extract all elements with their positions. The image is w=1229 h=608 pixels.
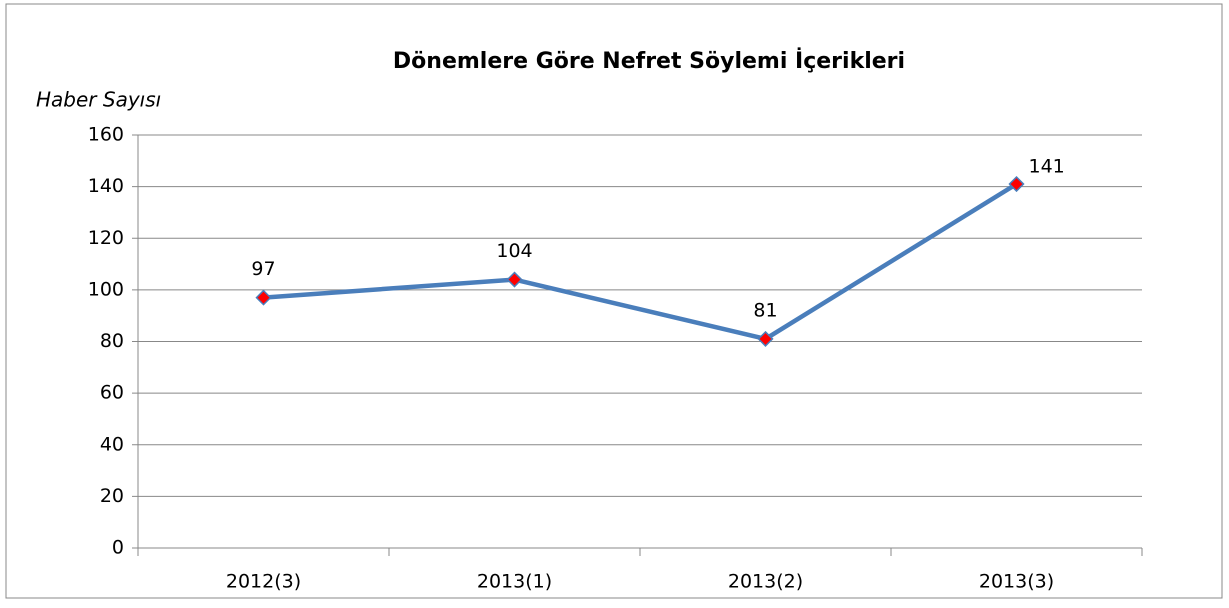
data-point [255, 289, 272, 306]
y-tick-label: 160 [88, 124, 124, 146]
chart-title: Dönemlere Göre Nefret Söylemi İçerikleri [393, 48, 905, 74]
y-tick-label: 120 [88, 227, 124, 249]
series-line [263, 182, 1018, 342]
y-tick-label: 20 [100, 485, 124, 507]
data-label: 97 [251, 258, 275, 280]
y-tick-label: 100 [88, 278, 124, 300]
data-label: 81 [753, 299, 777, 321]
x-tick-label: 2013(1) [477, 571, 552, 593]
data-label: 104 [496, 240, 532, 262]
x-tick-label: 2013(3) [979, 571, 1054, 593]
y-tick-label: 80 [100, 330, 124, 352]
y-tick-label: 40 [100, 433, 124, 455]
data-point [757, 330, 774, 347]
data-point [1008, 175, 1025, 193]
y-axis-title: Haber Sayısı [36, 88, 161, 112]
x-tick-label: 2013(2) [728, 571, 803, 593]
y-tick-label: 0 [112, 537, 124, 559]
data-label: 141 [1029, 156, 1065, 178]
y-tick-label: 140 [88, 175, 124, 197]
data-point [506, 271, 523, 288]
x-tick-label: 2012(3) [226, 571, 301, 593]
y-tick-label: 60 [100, 382, 124, 404]
